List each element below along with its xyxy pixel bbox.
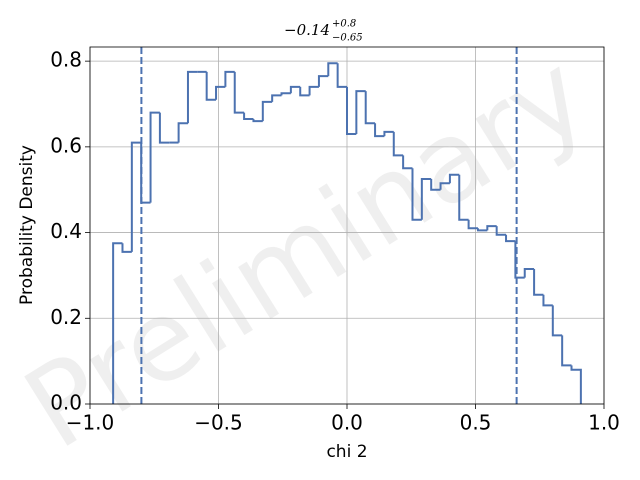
histogram-bin bbox=[271, 94, 282, 102]
histogram-bin bbox=[149, 111, 160, 203]
histogram-bin bbox=[551, 305, 563, 337]
histogram-bin bbox=[448, 173, 460, 184]
histogram-bin bbox=[495, 226, 507, 236]
histogram-bin bbox=[177, 122, 188, 143]
histogram-bin bbox=[130, 141, 142, 252]
histogram-bin bbox=[233, 71, 245, 114]
histogram-bin bbox=[392, 131, 404, 157]
histogram-bin bbox=[224, 70, 235, 87]
x-tick-label: −1.0 bbox=[66, 411, 115, 435]
histogram-bin bbox=[261, 100, 273, 122]
histogram-bin bbox=[289, 85, 301, 94]
y-tick-label: 0.6 bbox=[50, 133, 82, 157]
histogram-bin bbox=[561, 335, 572, 367]
histogram-bin bbox=[252, 119, 263, 123]
histogram-bin bbox=[467, 219, 478, 230]
x-tick-label: −0.5 bbox=[194, 411, 243, 435]
histogram-bin bbox=[336, 63, 347, 88]
y-tick-label: 0.4 bbox=[50, 219, 82, 243]
x-tick-label: 0.0 bbox=[331, 411, 363, 435]
x-tick-label: 1.0 bbox=[588, 411, 620, 435]
histogram-bin bbox=[383, 130, 394, 137]
histogram-bin bbox=[243, 112, 254, 120]
histogram-bin bbox=[523, 268, 535, 278]
histogram-bin bbox=[158, 112, 170, 144]
histogram-bin bbox=[317, 75, 329, 87]
histogram-bin bbox=[533, 269, 544, 296]
histogram-bin bbox=[112, 242, 123, 404]
histogram-bin bbox=[299, 86, 310, 97]
histogram-bin bbox=[542, 294, 553, 307]
histogram-bin bbox=[505, 234, 516, 243]
histogram-bin bbox=[327, 62, 338, 77]
histogram-bin bbox=[570, 365, 582, 404]
title-lower: −0.65 bbox=[332, 33, 363, 44]
title-upper: +0.8 bbox=[332, 19, 356, 30]
plot-frame bbox=[89, 46, 605, 405]
histogram-bin bbox=[280, 92, 291, 96]
histogram-bin bbox=[364, 91, 376, 125]
histogram-bin bbox=[205, 71, 217, 101]
histogram-bin bbox=[402, 155, 413, 170]
histogram-bin bbox=[140, 142, 151, 204]
histogram-bin bbox=[420, 178, 432, 220]
y-tick-label: 0.2 bbox=[50, 305, 82, 329]
histogram-bin bbox=[486, 225, 497, 231]
histogram-bin bbox=[374, 123, 385, 138]
y-axis-label: Probability Density bbox=[17, 145, 37, 305]
histogram-bin bbox=[308, 85, 319, 96]
histogram-bin bbox=[121, 243, 132, 253]
histogram-bin bbox=[346, 86, 357, 135]
histogram-bin bbox=[439, 182, 450, 190]
histogram-bin bbox=[458, 174, 469, 221]
x-axis-label: chi 2 bbox=[326, 442, 367, 462]
histogram-bin bbox=[215, 85, 226, 100]
histogram-bin bbox=[186, 70, 198, 124]
histogram-bin bbox=[355, 90, 366, 134]
histogram-bin bbox=[514, 241, 525, 279]
y-tick-label: 0.8 bbox=[50, 48, 82, 72]
histogram-bin bbox=[430, 179, 441, 191]
x-tick-label: 0.5 bbox=[460, 411, 492, 435]
chart-title: −0.14 bbox=[284, 21, 330, 39]
y-tick-label: 0.0 bbox=[50, 391, 82, 415]
histogram-bin bbox=[476, 228, 488, 232]
histogram-bin bbox=[411, 168, 422, 221]
